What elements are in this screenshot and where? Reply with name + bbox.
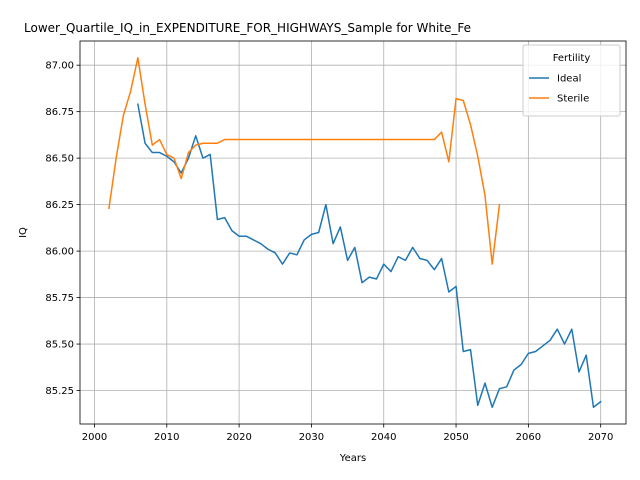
legend-label-ideal: Ideal: [557, 74, 581, 85]
x-tick-label: 2040: [371, 432, 396, 443]
x-tick-label: 2050: [443, 432, 468, 443]
x-tick-label: 2020: [226, 432, 251, 443]
y-tick-label: 86.75: [45, 107, 74, 118]
legend-title: Fertility: [553, 53, 591, 64]
y-tick-label: 87.00: [45, 61, 74, 72]
chart-title: Lower_Quartile_IQ_in_EXPENDITURE_FOR_HIG…: [24, 21, 471, 35]
x-axis-label: Years: [339, 453, 366, 464]
legend-items: Ideal Sterile: [529, 74, 589, 105]
plot-frame: [79, 40, 627, 425]
y-axis-label: IQ: [18, 227, 29, 238]
y-tick-label: 85.50: [45, 340, 74, 351]
legend: Fertility Ideal Sterile: [522, 44, 621, 117]
legend-label-sterile: Sterile: [557, 94, 589, 105]
y-tick-label: 86.00: [45, 247, 74, 258]
y-tick-label: 85.25: [45, 386, 74, 397]
y-tick-label: 85.75: [45, 293, 74, 304]
series-layer: [108, 56, 602, 409]
series-line-ideal: [136, 103, 602, 409]
x-tick-label: 2060: [516, 432, 541, 443]
y-tick-label: 86.50: [45, 154, 74, 165]
x-tick-label: 2030: [299, 432, 324, 443]
series-line-sterile: [108, 56, 501, 265]
x-tick-label: 2070: [588, 432, 613, 443]
ticks: 2000 2010 2020 2030 2040 2050 2060 2070 85.25 85.…: [45, 61, 613, 443]
x-tick-label: 2000: [82, 432, 107, 443]
x-tick-label: 2010: [154, 432, 179, 443]
y-tick-label: 86.25: [45, 200, 74, 211]
